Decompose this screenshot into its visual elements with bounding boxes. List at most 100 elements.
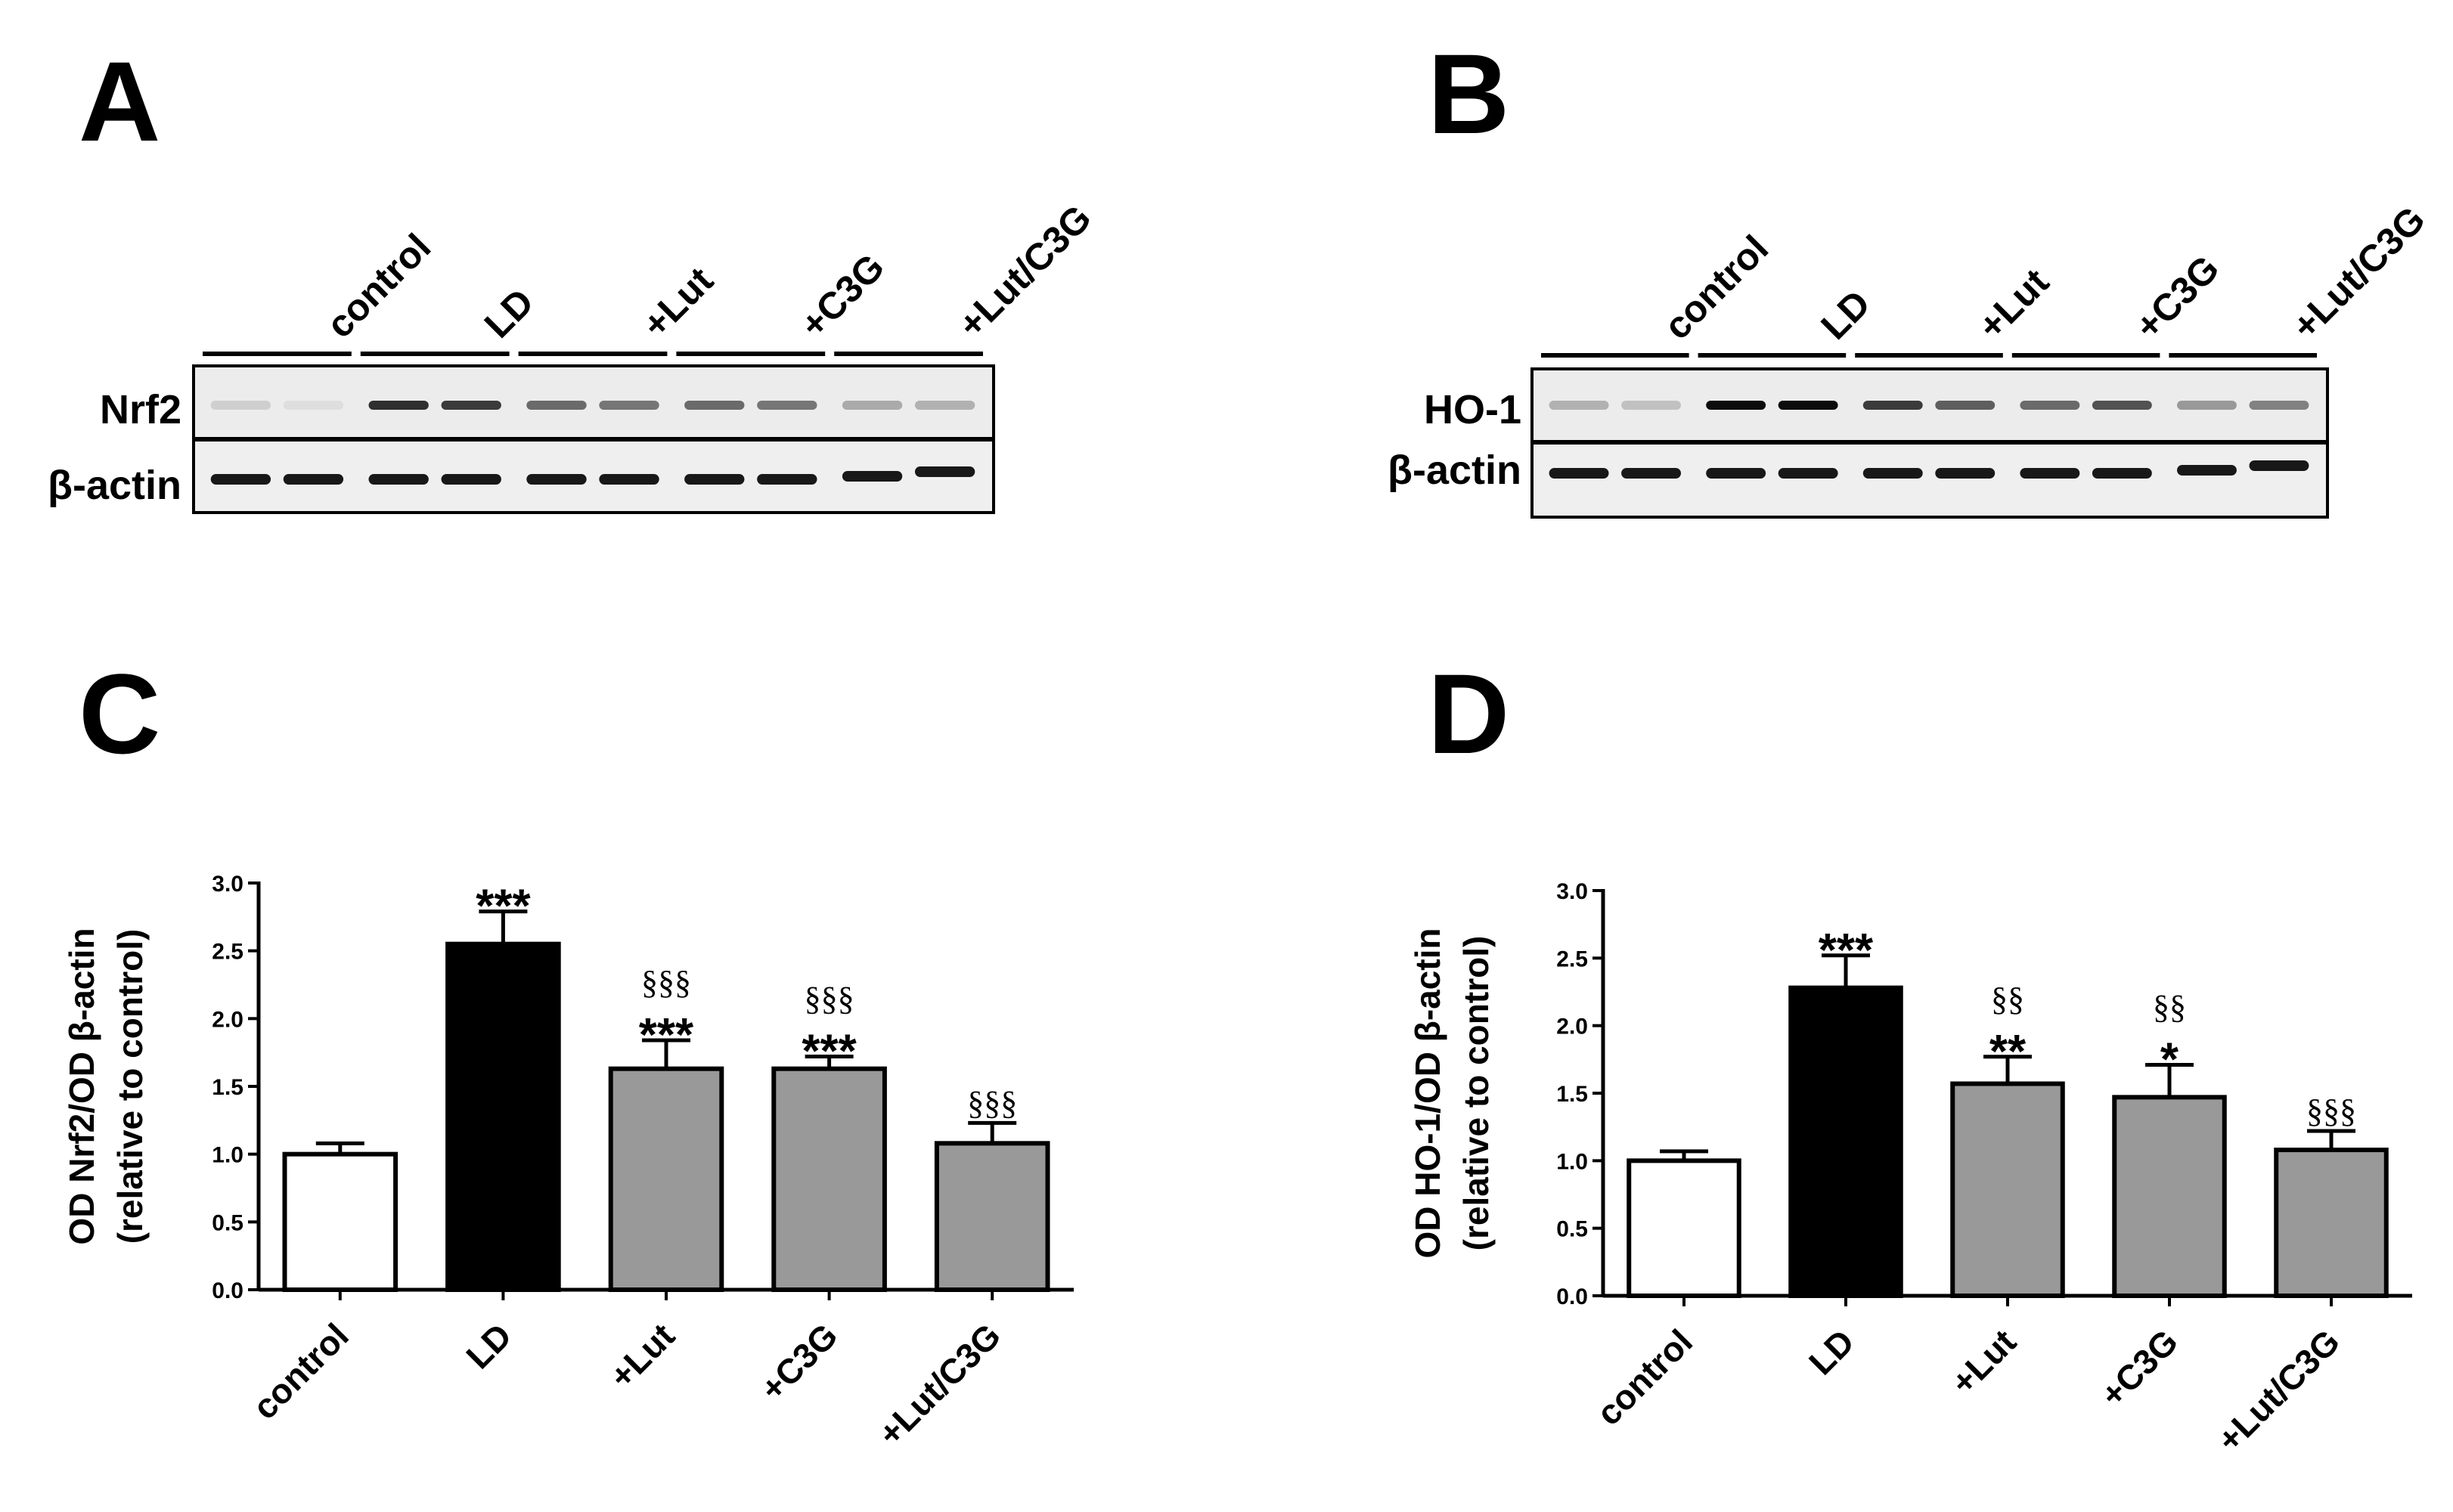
y-tick-label: 1.5 [1556, 1082, 1588, 1107]
x-tick-label: +C3G [2092, 1321, 2185, 1414]
bar-control [1627, 1158, 1741, 1299]
blot-band [684, 401, 745, 410]
blot-band-actin [684, 474, 745, 485]
x-tick-label: control [1589, 1321, 1700, 1433]
blot-band-actin [210, 474, 271, 485]
significance-marker-vs-ld: §§§ [641, 964, 691, 1001]
panel-label-d: D [1428, 650, 1509, 777]
blot-row-label-actin-b: β-actin [1388, 448, 1521, 493]
y-tick-label: 0.0 [1556, 1284, 1588, 1309]
y-tick-label: 2.0 [1556, 1015, 1588, 1040]
bar-lutc3g [934, 1141, 1050, 1292]
blot-row-label-nrf2: Nrf2 [100, 387, 181, 432]
lane-label: +Lut/C3G [950, 197, 1099, 346]
x-tick-label: control [245, 1315, 356, 1427]
blot-band [1935, 401, 1996, 410]
lane-label: +C3G [792, 246, 892, 346]
bar-control [282, 1151, 398, 1292]
western-blot-ho1: control LD +Lut +C3G +Lut/C3G HO-1 β-actin [1388, 198, 2433, 519]
blot-row-label-actin: β-actin [48, 463, 181, 508]
y-tick-label: 2.0 [212, 1007, 243, 1032]
lane-label: LD [1813, 282, 1878, 348]
x-tick-label: +Lut/C3G [870, 1315, 1008, 1453]
panel-label-a: A [79, 38, 160, 165]
blot-band [914, 401, 975, 410]
lane-label: LD [476, 280, 542, 346]
lane-label: +Lut [634, 259, 721, 345]
significance-marker-vs-ld: §§§ [2306, 1092, 2356, 1129]
y-tick-label: 0.5 [212, 1210, 243, 1235]
lane-label: +Lut/C3G [2284, 198, 2433, 348]
blot-band [2177, 401, 2237, 410]
blot-band-actin [368, 474, 429, 485]
blot-band [757, 401, 817, 410]
blot-band [2249, 401, 2309, 410]
bar-c3g [2112, 1095, 2227, 1298]
significance-marker-vs-ld: §§§ [805, 981, 854, 1018]
blot-membrane-nrf2 [192, 364, 995, 440]
x-tick-label: +Lut/C3G [2210, 1321, 2347, 1459]
y-tick-label: 3.0 [1556, 879, 1588, 904]
blot-band [599, 401, 659, 410]
panel-label-c: C [79, 650, 160, 777]
blot-band [2092, 401, 2152, 410]
blot-band-actin [2020, 468, 2080, 479]
y-axis-label: OD Nrf2/OD β-actin [62, 928, 101, 1244]
significance-marker: *** [802, 1026, 857, 1078]
bar-chart-nrf2: 0.0 0.5 1.0 1.5 2.0 2.5 3.0 OD Nrf2/OD β-actin(… [62, 872, 1074, 1454]
y-tick-label: 1.0 [212, 1143, 243, 1168]
blot-band [368, 401, 429, 410]
blot-band [283, 401, 344, 410]
significance-marker: * [2160, 1033, 2179, 1086]
blot-band-actin [757, 474, 817, 485]
significance-marker: *** [1819, 925, 1874, 977]
blot-band [526, 401, 587, 410]
blot-band-actin [1706, 468, 1766, 479]
significance-marker: *** [476, 881, 531, 933]
blot-band-actin [599, 474, 659, 485]
blot-band-actin [1621, 468, 1681, 479]
blot-band-actin [1549, 468, 1609, 479]
y-axis-label-units: (relative to control) [110, 929, 150, 1244]
bar-chart-ho1: 0.0 0.5 1.0 1.5 2.0 2.5 3.0 OD HO-1/OD β-actin(… [1408, 879, 2412, 1460]
blot-band [210, 401, 271, 410]
blot-band [1706, 401, 1766, 410]
blot-band [1621, 401, 1681, 410]
lane-label: control [1656, 227, 1776, 347]
y-axis-label-units: (relative to control) [1456, 936, 1496, 1251]
x-tick-label: +Lut [1943, 1321, 2023, 1402]
y-tick-label: 2.5 [212, 940, 243, 965]
y-axis-label: OD HO-1/OD β-actin [1408, 928, 1447, 1259]
y-tick-label: 3.0 [212, 872, 243, 897]
bar-c3g [771, 1066, 887, 1292]
y-tick-label: 0.5 [1556, 1217, 1588, 1242]
blot-band [1778, 401, 1838, 410]
lane-label: control [318, 225, 439, 345]
significance-marker-vs-ld: §§ [1991, 981, 2024, 1018]
significance-marker: ** [1989, 1026, 2027, 1078]
bar-lut [1950, 1081, 2065, 1298]
blot-band [2020, 401, 2080, 410]
blot-band [441, 401, 501, 410]
blot-band [1549, 401, 1609, 410]
y-tick-label: 0.0 [212, 1278, 243, 1303]
blot-band-actin [1862, 468, 1923, 479]
blot-membrane-actin-b [1530, 442, 2329, 519]
blot-band-actin [2177, 465, 2237, 476]
y-tick-label: 1.0 [1556, 1149, 1588, 1174]
bar-lut [608, 1066, 724, 1292]
significance-marker-vs-ld: §§§ [967, 1084, 1017, 1121]
panel-label-b: B [1428, 30, 1509, 157]
blot-band [842, 401, 903, 410]
blot-band-actin [1935, 468, 1996, 479]
blot-band-actin [1778, 468, 1838, 479]
x-tick-label: +Lut [602, 1315, 682, 1396]
significance-marker: *** [639, 1009, 694, 1061]
x-tick-label: LD [1801, 1321, 1862, 1382]
blot-band-actin [526, 474, 587, 485]
significance-marker-vs-ld: §§ [2153, 988, 2186, 1025]
y-tick-label: 1.5 [212, 1075, 243, 1100]
bar-ld [445, 941, 561, 1292]
blot-band-actin [2092, 468, 2152, 479]
